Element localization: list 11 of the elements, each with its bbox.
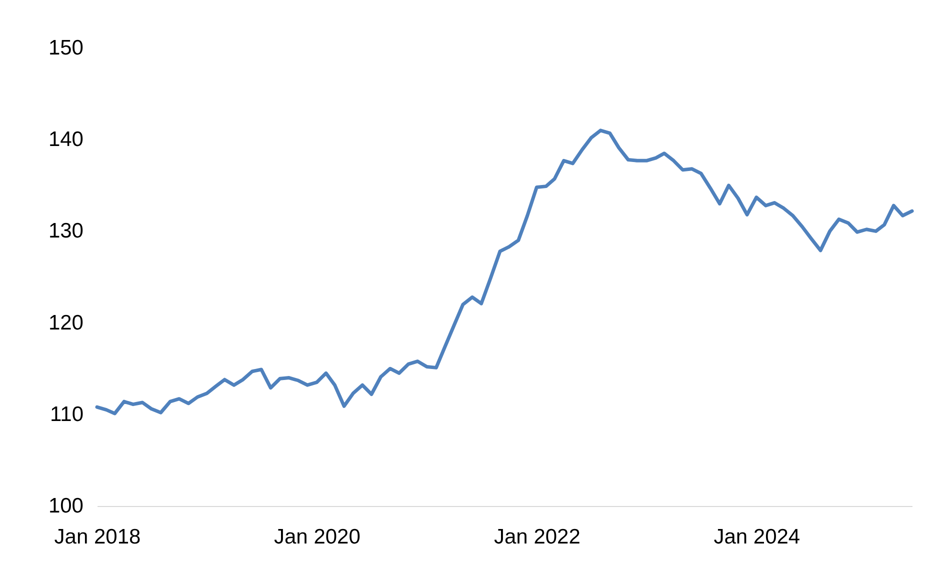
line-series	[95, 128, 914, 416]
y-tick-label: 110	[50, 402, 84, 426]
y-tick-label: 130	[48, 220, 84, 243]
x-tick-label: Jan 2020	[274, 526, 360, 548]
y-tick-label: 100	[48, 494, 84, 518]
y-tick-label: 150	[48, 36, 84, 60]
x-tick-label: Jan 2018	[54, 526, 141, 548]
y-tick-label: 120	[48, 311, 84, 334]
x-tick-label: Jan 2022	[494, 526, 580, 548]
y-tick-label: 140	[48, 128, 84, 152]
x-tick-label: Jan 2024	[714, 526, 800, 548]
